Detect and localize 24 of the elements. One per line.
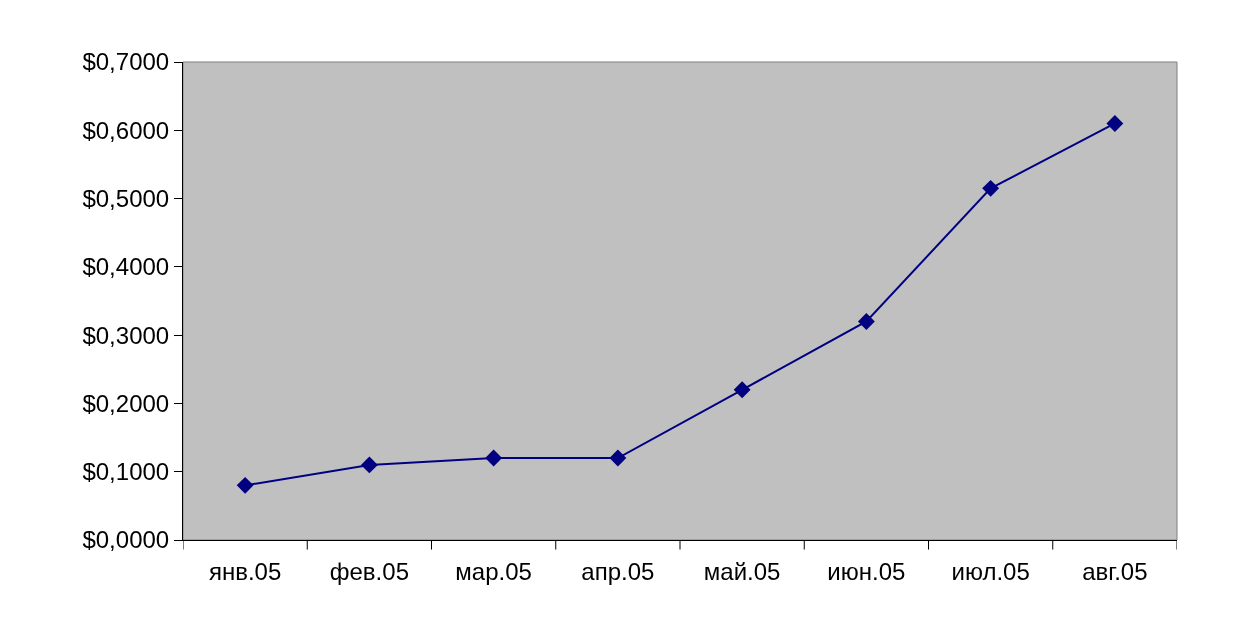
- y-tick-label: $0,5000: [82, 184, 170, 212]
- point: [609, 449, 627, 467]
- y-tick-label: $0,7000: [82, 48, 170, 76]
- y-tick-label: $0,1000: [82, 458, 170, 486]
- x-tick-label: июн.05: [827, 557, 906, 585]
- y-tick-label: $0,3000: [82, 321, 170, 349]
- x-tick-label: авг.05: [1082, 557, 1148, 585]
- point: [982, 179, 1000, 197]
- y-tick-label: $0,0000: [82, 526, 170, 554]
- x-tick-label: апр.05: [581, 557, 655, 585]
- y-tick-label: $0,4000: [82, 253, 170, 281]
- point: [236, 476, 254, 494]
- point: [360, 456, 378, 474]
- x-tick-label: мар.05: [455, 557, 532, 585]
- y-tick-label: $0,6000: [82, 116, 170, 144]
- point: [485, 449, 503, 467]
- x-tick-label: фев.05: [329, 557, 409, 585]
- point: [733, 381, 751, 399]
- point: [857, 313, 875, 330]
- x-tick-label: июл.05: [951, 557, 1030, 585]
- x-tick-label: янв.05: [208, 557, 282, 585]
- point: [1106, 115, 1124, 132]
- y-tick-label: $0,2000: [82, 389, 170, 417]
- x-tick-label: май.05: [703, 557, 781, 585]
